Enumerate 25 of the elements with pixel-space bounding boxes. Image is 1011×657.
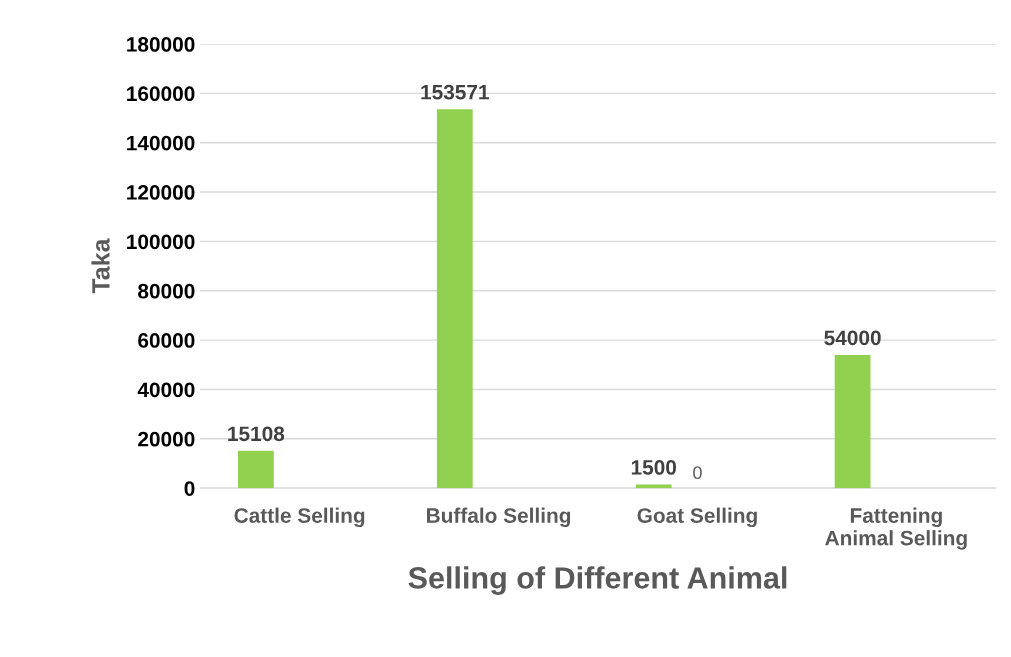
y-tick-label: 120000 [127,185,195,200]
y-axis-title: Taka [91,238,110,294]
y-tick-label: 0 [184,481,195,496]
y-tick-label: 80000 [138,283,195,299]
y-tick-label: 160000 [127,86,195,102]
x-tick-label: Goat Selling [637,507,757,528]
y-tick-label: 100000 [127,234,195,250]
y-tick-label: 180000 [127,37,195,52]
bar [834,354,871,489]
bar [635,484,672,489]
x-tick-label: Fattening Animal Selling [825,507,967,550]
y-tick-label: 140000 [127,135,195,151]
y-tick-label: 20000 [138,431,195,447]
data-label: 54000 [824,330,881,346]
y-tick-label: 60000 [138,333,195,348]
x-tick-label: Buffalo Selling [427,507,571,528]
data-label: 153571 [421,84,489,100]
data-label: 1500 [631,460,677,475]
y-tick-label: 40000 [137,382,195,398]
bar [237,450,274,489]
x-tick-label: Cattle Selling [234,507,365,528]
x-axis-title: Selling of Different Animal [408,566,787,595]
data-label: 0 [693,466,702,480]
data-label: 15108 [228,426,285,442]
bar [436,109,473,489]
